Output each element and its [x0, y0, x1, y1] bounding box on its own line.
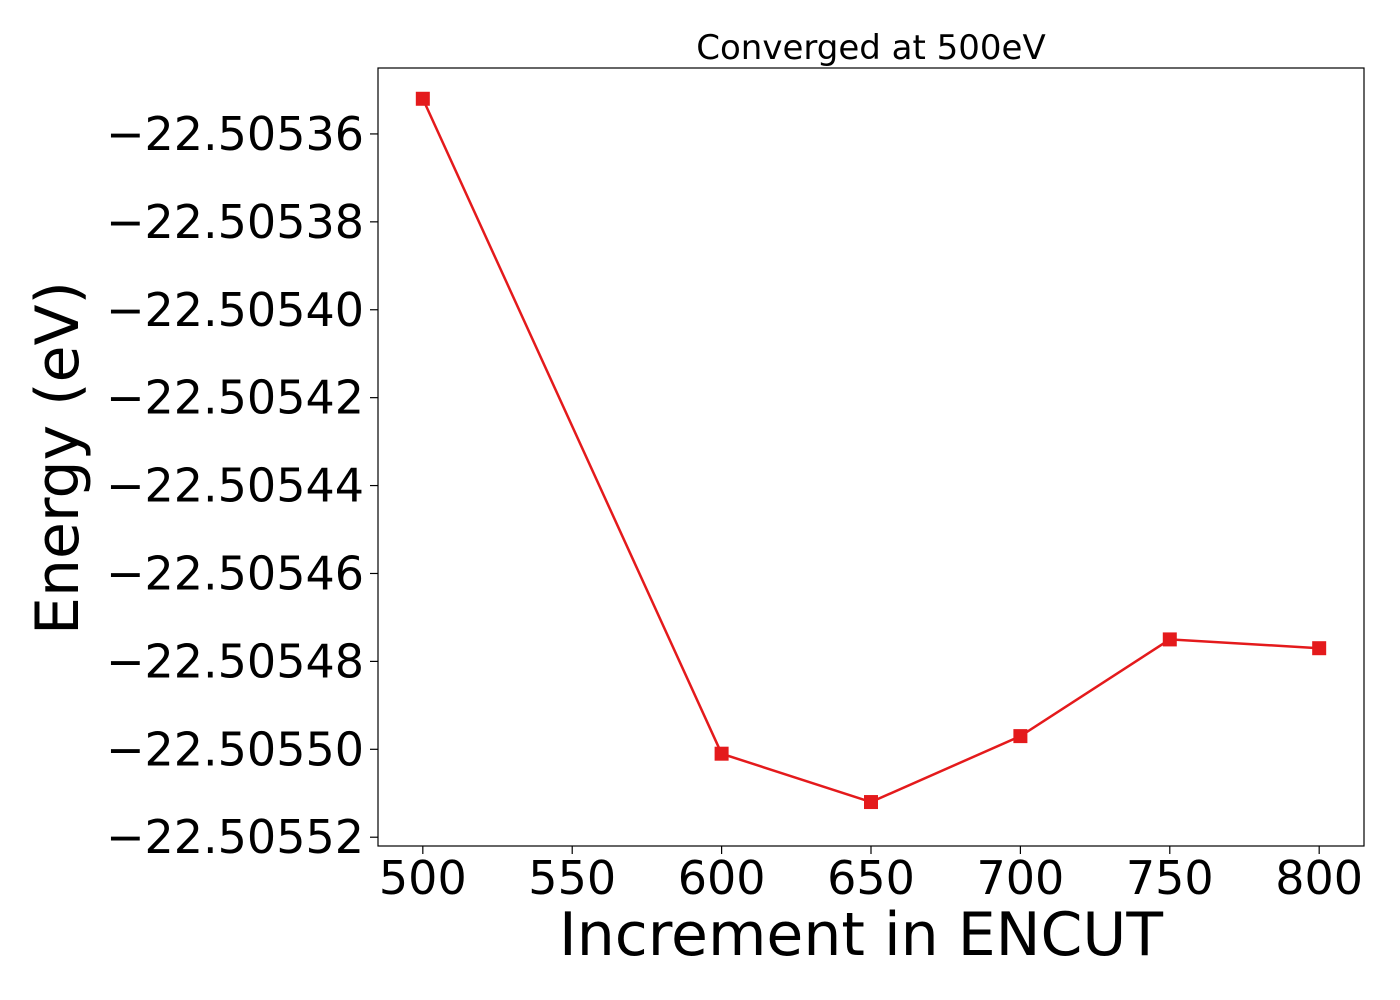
x-tick-label: 650: [827, 851, 915, 905]
series-layer: [415, 91, 1327, 810]
data-point-marker: [1312, 641, 1327, 656]
x-tick-label: 550: [528, 851, 616, 905]
y-tick-label: −22.50544: [106, 459, 364, 513]
y-tick-label: −22.50538: [106, 195, 364, 249]
series-line: [421, 98, 1320, 804]
y-axis-ticks: −22.50536 −22.50538 −22.50540 −22.50542 −22.…: [106, 107, 378, 864]
y-tick-label: −22.50552: [106, 810, 364, 864]
plot-area-frame: [377, 67, 1365, 847]
data-point-marker: [1013, 729, 1028, 744]
y-tick-label: −22.50536: [106, 107, 364, 161]
x-axis-label: Increment in ENCUT: [559, 900, 1163, 970]
data-point-marker: [864, 795, 878, 810]
y-tick-label: −22.50546: [106, 546, 364, 600]
chart-title: Converged at 500eV: [696, 28, 1045, 68]
x-tick-label: 600: [678, 851, 766, 905]
y-tick-label: −22.50540: [106, 283, 364, 337]
y-tick-label: −22.50548: [106, 634, 364, 688]
y-tick-label: −22.50550: [106, 722, 364, 776]
x-tick-label: 750: [1126, 851, 1214, 905]
x-tick-label: 500: [379, 851, 467, 905]
y-tick-label: −22.50542: [106, 371, 364, 425]
x-axis-ticks: 500 550 600 650 700 750 800: [379, 846, 1363, 905]
data-point-marker: [1162, 632, 1177, 647]
x-tick-label: 800: [1275, 851, 1363, 905]
data-point-marker: [714, 746, 729, 761]
data-point-marker: [415, 91, 430, 106]
x-tick-label: 700: [976, 851, 1064, 905]
y-axis-label: Energy (eV): [23, 281, 93, 635]
